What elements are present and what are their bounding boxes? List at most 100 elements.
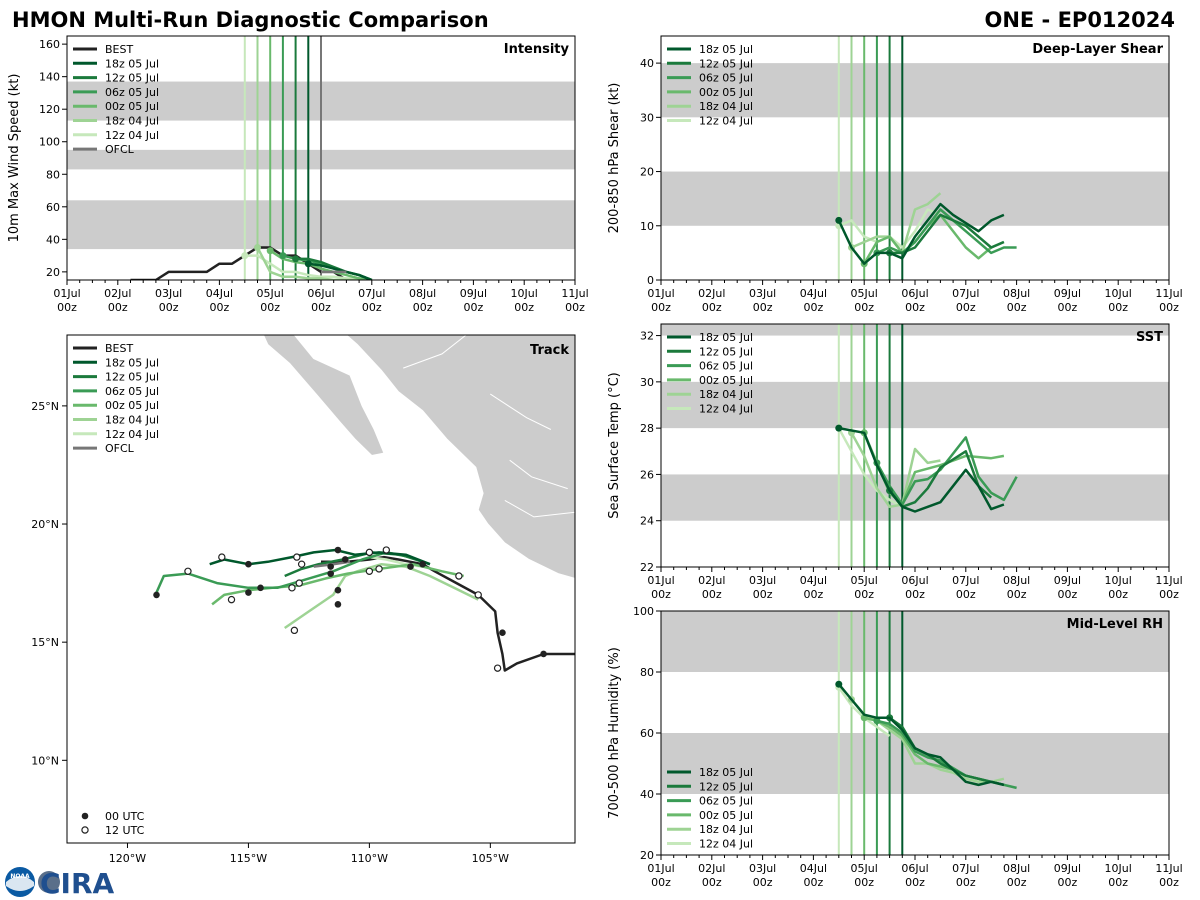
sst-legend-label-06z-05-jul: 06z 05 Jul (699, 360, 753, 373)
sst-xtick-label: 11Jul (1155, 574, 1182, 587)
track-legend-label-06z-05-jul: 06z 05 Jul (105, 385, 159, 398)
shear-xtick-label-hour: 00z (1007, 301, 1027, 314)
shear-xtick-label: 05Jul (851, 287, 878, 300)
shear-xtick-label-hour: 00z (1058, 301, 1078, 314)
rh-title: Mid-Level RH (1067, 617, 1163, 632)
intensity-ytick-label: 100 (39, 136, 60, 149)
sst-ytick-label: 30 (640, 376, 654, 389)
sst-xtick-label-hour: 00z (956, 588, 976, 601)
track-marker-legend-filled (81, 812, 89, 820)
intensity-series-12z-04-jul (244, 254, 372, 280)
intensity-xtick-label-hour: 00z (464, 301, 484, 314)
sst-legend-label-12z-05-jul: 12z 05 Jul (699, 345, 753, 358)
rh-xtick-label: 10Jul (1105, 862, 1132, 875)
rh-ytick-label: 40 (640, 788, 654, 801)
rh-xtick-label-hour: 00z (753, 876, 773, 889)
rh-band (661, 611, 1169, 672)
track-point-12utc (382, 546, 391, 554)
track-point-12utc (493, 664, 502, 672)
rh-xtick-label: 06Jul (901, 862, 928, 875)
track-title: Track (530, 343, 569, 358)
intensity-init-point-18z-05-jul (304, 260, 312, 268)
sst-xtick-label: 06Jul (901, 574, 928, 587)
intensity-ytick-label: 140 (39, 71, 60, 84)
shear-xtick-label-hour: 00z (702, 301, 722, 314)
intensity-xtick-label: 02Jul (104, 287, 131, 300)
intensity-plot-area (67, 36, 575, 280)
shear-xtick-label: 03Jul (749, 287, 776, 300)
track-point-00utc (245, 560, 252, 568)
sst-legend-label-18z-04-jul: 18z 04 Jul (699, 388, 753, 401)
sst-xtick-label: 08Jul (1003, 574, 1030, 587)
track-legend-label-ofcl: OFCL (105, 442, 135, 455)
track-point-12utc (455, 572, 463, 580)
intensity-xtick-label-hour: 00z (413, 301, 433, 314)
rh-xtick-label-hour: 00z (651, 876, 671, 889)
track-point-12utc (365, 567, 374, 575)
track-state-border (504, 499, 575, 518)
shear-series-06z-05-jul (876, 208, 1017, 255)
sst-xtick-label-hour: 00z (905, 588, 925, 601)
sst-xtick-label-hour: 00z (1007, 588, 1027, 601)
intensity-xtick-label-hour: 00z (260, 301, 280, 314)
intensity-legend-label-ofcl: OFCL (105, 143, 135, 156)
rh-xtick-label-hour: 00z (1108, 876, 1128, 889)
shear-xtick-label: 11Jul (1155, 287, 1182, 300)
track-point-00utc (257, 584, 264, 592)
track-point-12utc (290, 626, 299, 635)
sst-ytick-label: 32 (640, 330, 654, 343)
track-point-00utc (334, 546, 342, 554)
intensity-xtick-label: 04Jul (206, 287, 233, 300)
rh-ytick-label: 20 (640, 849, 654, 862)
sst-xtick-label: 07Jul (952, 574, 979, 587)
rh-xtick-label: 02Jul (698, 862, 725, 875)
sst-series-18z-04-jul (850, 432, 941, 509)
sst-xtick-label-hour: 00z (651, 588, 671, 601)
shear-xtick-label: 04Jul (800, 287, 827, 300)
shear-xtick-label-hour: 00z (651, 301, 671, 314)
rh-legend-label-06z-05-jul: 06z 05 Jul (699, 795, 753, 808)
track-point-12utc (474, 591, 482, 599)
sst-series-18z-05-jul (838, 426, 1005, 513)
sst-plot-area (661, 324, 1169, 567)
sst-xtick-label: 01Jul (647, 574, 674, 587)
track-legend-label-best: BEST (105, 342, 133, 355)
track-legend-label-18z-04-jul: 18z 04 Jul (105, 414, 159, 427)
shear-xtick-label: 07Jul (952, 287, 979, 300)
noaa-logo-text: NOAA (10, 873, 30, 880)
noaa-logo: NOAA (5, 867, 35, 897)
shear-legend-label-06z-05-jul: 06z 05 Jul (699, 72, 753, 85)
intensity-xtick-label-hour: 00z (311, 301, 331, 314)
rh-ytick-label: 100 (633, 605, 654, 618)
sst-xtick-label-hour: 00z (702, 588, 722, 601)
sst-legend-label-18z-05-jul: 18z 05 Jul (699, 331, 753, 344)
intensity-legend-label-12z-05-jul: 12z 05 Jul (105, 72, 159, 85)
shear-legend-label-12z-05-jul: 12z 05 Jul (699, 57, 753, 70)
track-point-12utc (297, 560, 306, 568)
rh-xtick-label-hour: 00z (905, 876, 925, 889)
intensity-xtick-label-hour: 00z (362, 301, 382, 314)
intensity-xtick-label-hour: 00z (514, 301, 534, 314)
sst-ytick-label: 24 (640, 515, 654, 528)
sst-legend-label-00z-05-jul: 00z 05 Jul (699, 374, 753, 387)
rh-xtick-label-hour: 00z (804, 876, 824, 889)
shear-legend-label-00z-05-jul: 00z 05 Jul (699, 86, 753, 99)
sst-xtick-label: 02Jul (698, 574, 725, 587)
rh-xtick-label: 05Jul (851, 862, 878, 875)
cira-logo-globe (38, 871, 60, 893)
intensity-legend-label-12z-04-jul: 12z 04 Jul (105, 129, 159, 142)
shear-ytick-label: 40 (640, 57, 654, 70)
sst-xtick-label: 05Jul (851, 574, 878, 587)
sst-xtick-label: 09Jul (1054, 574, 1081, 587)
intensity-xtick-label: 08Jul (409, 287, 436, 300)
intensity-xtick-label: 10Jul (511, 287, 538, 300)
sst-xtick-label: 10Jul (1105, 574, 1132, 587)
shear-xtick-label: 01Jul (647, 287, 674, 300)
rh-legend-label-18z-04-jul: 18z 04 Jul (699, 823, 753, 836)
shear-series-18z-05-jul (837, 202, 1005, 265)
track-point-12utc (227, 595, 236, 604)
track-point-12utc (288, 584, 296, 592)
shear-ytick-label: 30 (640, 111, 654, 124)
intensity-legend-label-best: BEST (105, 43, 133, 56)
shear-xtick-label: 02Jul (698, 287, 725, 300)
